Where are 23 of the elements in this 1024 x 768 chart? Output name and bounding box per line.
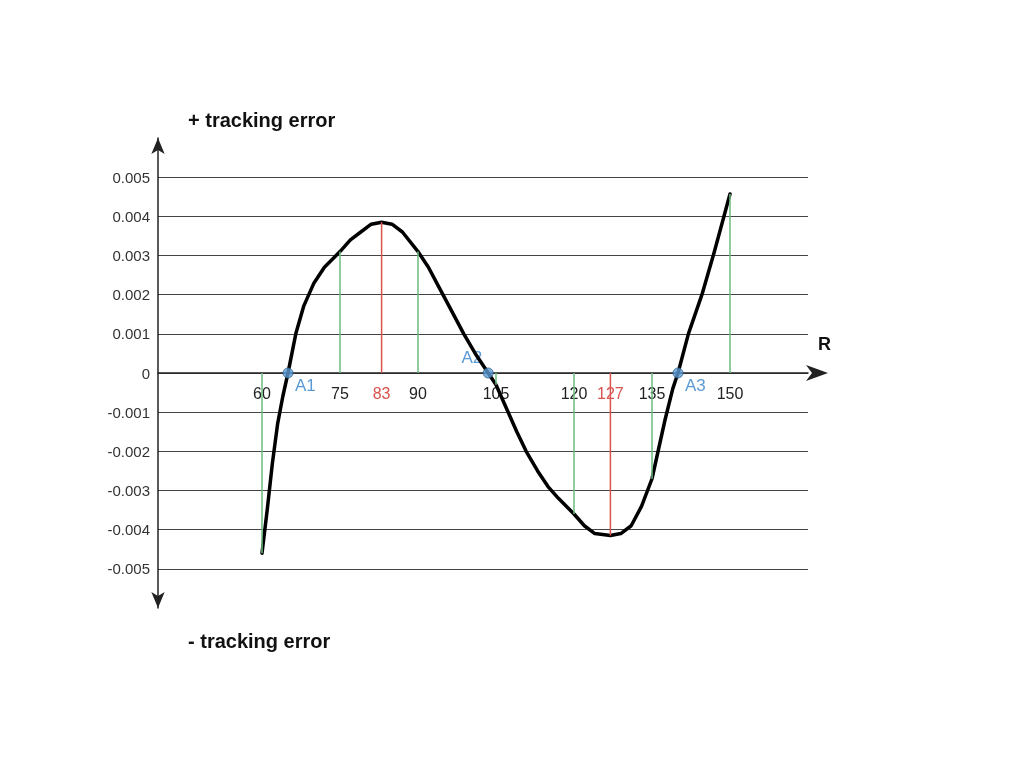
text: + tracking error xyxy=(188,109,336,131)
x-axis-title: R xyxy=(818,334,831,354)
text: - tracking error xyxy=(188,630,331,652)
x-tick-label: 120 xyxy=(560,384,588,402)
y-tick-label: 0 xyxy=(141,364,150,382)
x-tick-label: 75 xyxy=(331,384,349,402)
y-tick-label: -0.005 xyxy=(107,560,150,578)
y-tick-label: -0.002 xyxy=(107,442,150,460)
annotation: A1 xyxy=(295,376,316,395)
y-tick-label: -0.003 xyxy=(107,482,150,499)
y-tick-label: -0.004 xyxy=(107,521,150,539)
x-tick-label: 83 xyxy=(372,384,391,402)
y-tick-label: 0.003 xyxy=(112,247,150,264)
x-tick-label: 90 xyxy=(409,384,427,402)
x-tick-label: 60 xyxy=(253,384,271,402)
x-tick-label: 150 xyxy=(716,384,744,402)
y-tick-label: -0.001 xyxy=(107,403,150,421)
annotation: A3 xyxy=(685,376,706,395)
y-tick-label: 0.002 xyxy=(112,286,150,304)
y-tick-label: 0.001 xyxy=(112,325,150,343)
x-tick-label: 135 xyxy=(638,384,666,402)
y-tick-label: 0.005 xyxy=(112,168,150,186)
y-tick-label: 0.004 xyxy=(112,207,150,225)
